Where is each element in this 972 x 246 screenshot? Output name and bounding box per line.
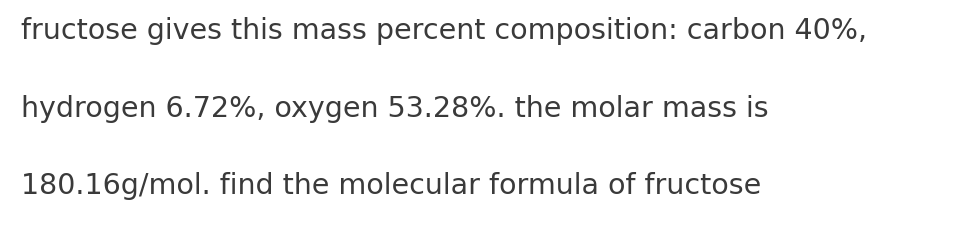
Text: fructose gives this mass percent composition: carbon 40%,: fructose gives this mass percent composi… bbox=[21, 17, 867, 45]
Text: hydrogen 6.72%, oxygen 53.28%. the molar mass is: hydrogen 6.72%, oxygen 53.28%. the molar… bbox=[21, 95, 769, 123]
Text: 180.16g/mol. find the molecular formula of fructose: 180.16g/mol. find the molecular formula … bbox=[21, 172, 762, 200]
